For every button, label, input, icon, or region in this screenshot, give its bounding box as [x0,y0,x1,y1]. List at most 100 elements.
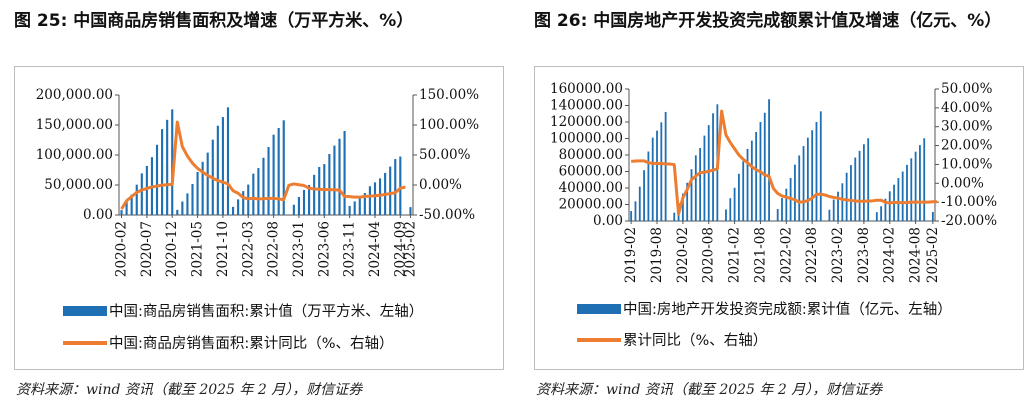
bar [845,172,848,221]
x-tick-label: 2023-08 [856,227,872,283]
bar [206,152,209,215]
right-source-note: 资料来源：wind 资讯（截至 2025 年 2 月），财信证券 [536,382,883,398]
bar [880,206,883,221]
legend-bar-swatch [577,304,621,314]
x-tick-label: 2023-06 [316,221,332,277]
x-tick-label: 2023-11 [342,221,358,277]
y-right-tick-label: 150.00% [419,87,479,103]
bar [673,212,676,221]
x-tick-label: 2020-08 [701,227,717,283]
bar [140,173,143,215]
x-tick-label: 2022-08 [266,221,282,277]
bar [313,174,316,215]
x-tick-label: 2022-03 [240,221,256,277]
bar [862,144,865,221]
bar [231,206,235,215]
left-figure-title: 图 25: 中国商品房销售面积及增速（万平方米、%） [14,11,414,31]
bar [910,158,913,221]
bar [690,169,693,221]
legend-bar-label: 中国:商品房销售面积:累计值（万平方米、左轴） [109,303,423,320]
y-left-tick-label: 0.00 [83,207,113,223]
bar [681,193,684,221]
bar [755,131,758,221]
y-right-tick-label: 40.00% [941,100,993,116]
bar [694,155,697,221]
bar [216,125,219,215]
bar [664,111,667,221]
bar [394,159,397,215]
bar [201,161,204,215]
bar [389,166,392,215]
right-chart-frame: 0.00 20000.00 40000.00 60000.00 80000.00 1000… [534,66,1024,370]
bar [171,109,174,215]
bar [750,140,753,221]
y-left-tick-label: 140000.00 [550,98,623,114]
x-tick-label: 2025-02 [402,221,418,277]
bar [343,130,346,215]
bar [196,172,199,215]
y-right-tick-label: -10.00% [941,194,997,210]
bar [875,212,878,221]
bar [850,165,852,221]
x-tick-label: 2022-02 [778,227,794,283]
bar [368,186,371,215]
x-tick-label: 2024-04 [367,221,383,277]
bar [120,210,123,215]
legend-bar-label: 中国:房地产开发投资完成额:累计值（亿元、左轴） [623,301,952,318]
bar [252,173,255,215]
bar [686,182,689,221]
bar [338,138,341,215]
bar [267,147,270,215]
bar [328,154,331,215]
bar [884,198,887,221]
x-tick-label: 2020-07 [139,221,155,277]
y-left-tick-label: 100,000.00 [36,147,113,163]
bar [348,205,351,215]
bar [914,151,917,221]
x-tick-label: 2021-05 [190,221,206,277]
bar [806,137,809,221]
bar [888,191,891,221]
bar [815,122,818,221]
bar [901,171,904,221]
bar [292,204,295,215]
x-tick-label: 2020-02 [114,221,130,277]
bar [166,119,169,215]
left-figure: 图 25: 中国商品房销售面积及增速（万平方米、%） 0.00 50,000.00… [10,0,510,405]
bar [897,178,900,221]
bar [135,184,138,215]
y-left-tick-label: 60000.00 [559,164,623,180]
bar [297,196,301,215]
y-right-tick-label: 100.00% [419,117,479,133]
y-left-tick-label: 200,000.00 [36,87,113,103]
bar [776,209,779,221]
x-tick-label: 2021-02 [727,227,743,283]
x-tick-label: 2020-12 [164,221,180,277]
bar [333,145,336,215]
bar [145,165,148,215]
y-left-tick-label: 80000.00 [559,147,623,163]
y-right-tick-label: -20.00% [941,213,997,229]
left-chart: 0.00 50,000.00 100,000.00 150,000.00 200,000… [36,87,480,352]
bar [867,138,870,221]
bar [181,201,184,215]
bar [630,211,633,221]
bar [651,137,654,221]
yoy-line [120,120,406,210]
bar [931,211,934,221]
left-chart-frame: 0.00 50,000.00 100,000.00 150,000.00 200,000… [14,66,504,370]
y-left-tick-label: 120000.00 [550,114,623,130]
bar [373,182,377,215]
bar [707,125,710,221]
bar [176,209,179,215]
bar [399,156,402,215]
x-tick-label: 2024-02 [882,227,898,283]
bar [221,117,224,215]
legend-line-label: 中国:商品房销售面积:累计同比（%、右轴） [109,335,394,352]
x-tick-label: 2019-08 [649,227,665,283]
bar [738,173,740,221]
bar [729,198,732,221]
legend-bar-swatch [63,306,107,316]
y-right-tick-label: 50.00% [419,147,471,163]
bar [638,186,641,221]
